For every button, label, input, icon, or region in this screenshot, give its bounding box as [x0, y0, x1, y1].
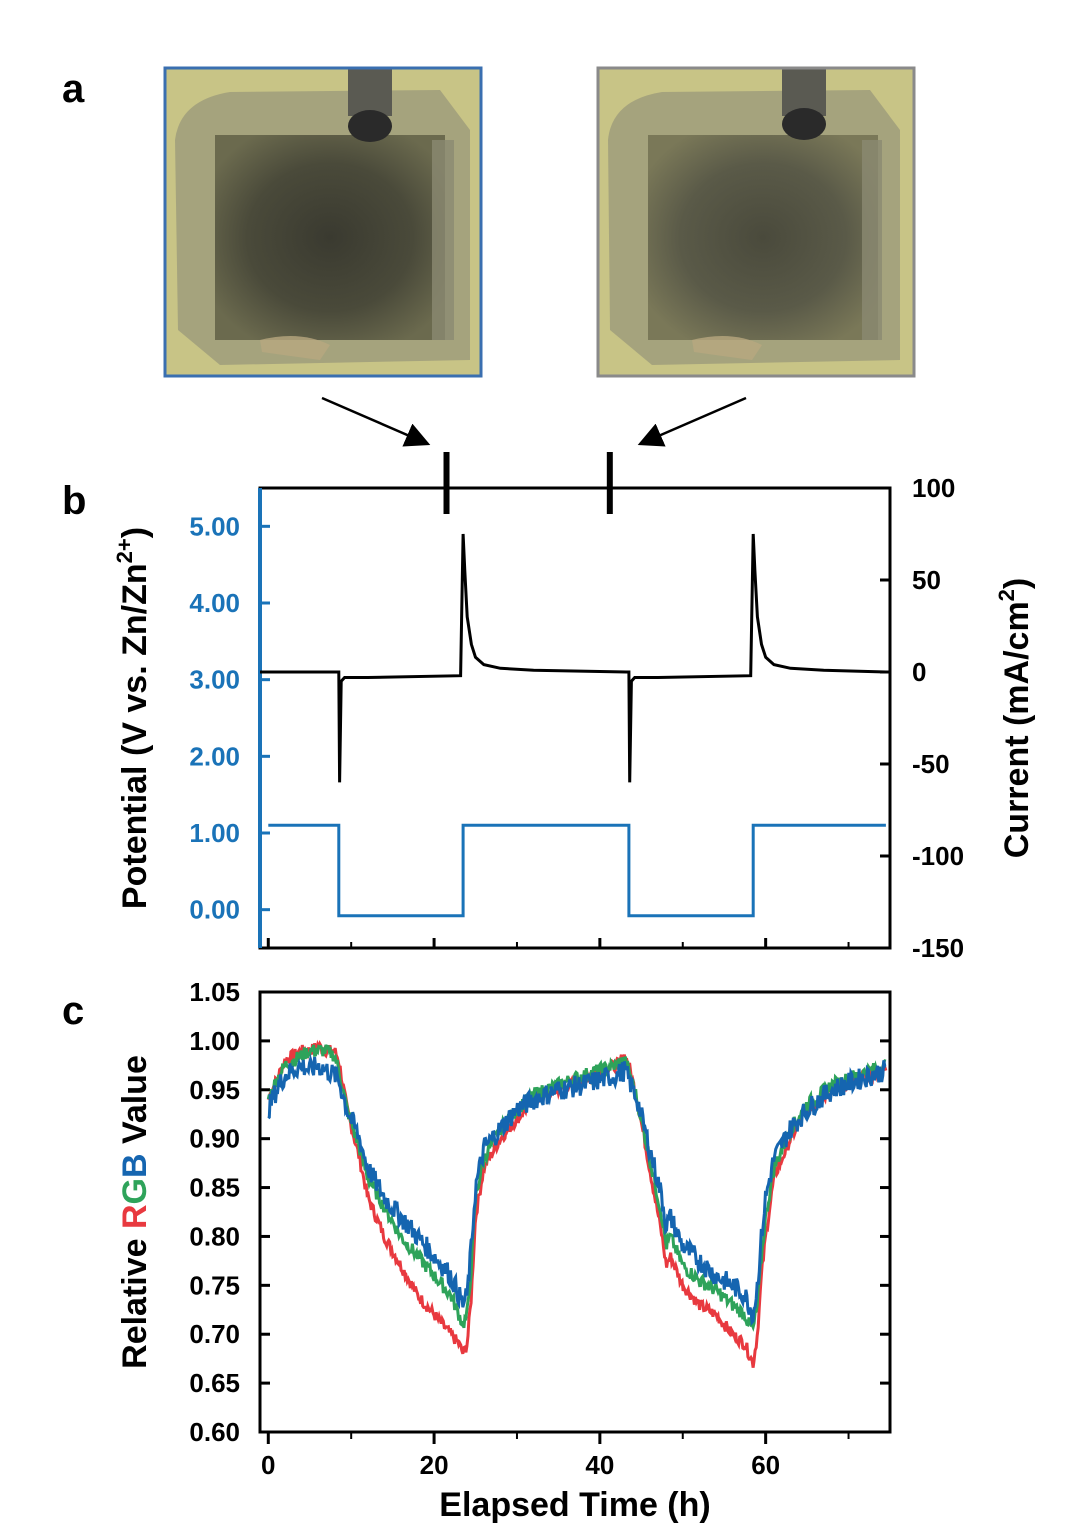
arrow-right — [637, 396, 747, 447]
panel-letter-c: c — [62, 989, 84, 1033]
photo-discharged-state — [596, 66, 916, 378]
potential-tick-label-0: 5.00 — [189, 511, 240, 541]
current-tick-label-0: 100 — [912, 473, 955, 503]
x-axis-label: Elapsed Time (h) — [439, 1486, 710, 1524]
y-tick-label-1: 1.00 — [189, 1026, 240, 1056]
potential-tick-label-3: 2.00 — [189, 741, 240, 771]
series-B-line — [267, 1053, 887, 1327]
chart-b-frame — [258, 486, 892, 950]
current-tick-label-1: 50 — [912, 565, 941, 595]
y-tick-label-0: 1.05 — [189, 977, 240, 1007]
chart-c-frame — [258, 990, 892, 1434]
x-tick-label-1: 20 — [420, 1450, 449, 1480]
current-tick-label-5: -150 — [912, 933, 964, 963]
x-tick-label-2: 40 — [585, 1450, 614, 1480]
potential-tick-label-4: 1.00 — [189, 818, 240, 848]
y-tick-label-4: 0.85 — [189, 1173, 240, 1203]
panel-letter-b: b — [62, 479, 86, 523]
x-tick-label-3: 60 — [751, 1450, 780, 1480]
current-tick-label-3: -50 — [912, 749, 950, 779]
x-tick-label-0: 0 — [261, 1450, 275, 1480]
current-tick-label-4: -100 — [912, 841, 964, 871]
y-tick-label-2: 0.95 — [189, 1075, 240, 1105]
current-series-line — [260, 533, 886, 783]
y-tick-label-6: 0.75 — [189, 1270, 240, 1300]
potential-tick-label-1: 4.00 — [189, 588, 240, 618]
y-tick-label-7: 0.70 — [189, 1319, 240, 1349]
panel-letter-a: a — [62, 67, 85, 111]
current-axis-label: Current (mA/cm2) — [994, 578, 1036, 859]
potential-axis-label: Potential (V vs. Zn/Zn2+) — [112, 527, 154, 909]
y-tick-label-8: 0.65 — [189, 1368, 240, 1398]
potential-current-chart: 5.00 4.00 3.00 2.00 1.00 0.00 100 50 0 -50 -100 -1… — [112, 452, 1036, 963]
photo-charged-state — [163, 66, 483, 378]
arrow-left — [321, 396, 431, 447]
y-tick-label-5: 0.80 — [189, 1221, 240, 1251]
y-tick-label-9: 0.60 — [189, 1417, 240, 1447]
potential-series-line — [268, 823, 886, 918]
y-tick-label-3: 0.90 — [189, 1124, 240, 1154]
rgb-axis-label: Relative RGB Value — [116, 1055, 154, 1369]
potential-tick-label-2: 3.00 — [189, 665, 240, 695]
potential-tick-label-5: 0.00 — [189, 895, 240, 925]
current-tick-label-2: 0 — [912, 657, 926, 687]
rgb-chart: 0 20 40 60 1.05 1.00 0.95 0.90 0.85 0.80 0.75 0.70… — [116, 977, 892, 1524]
